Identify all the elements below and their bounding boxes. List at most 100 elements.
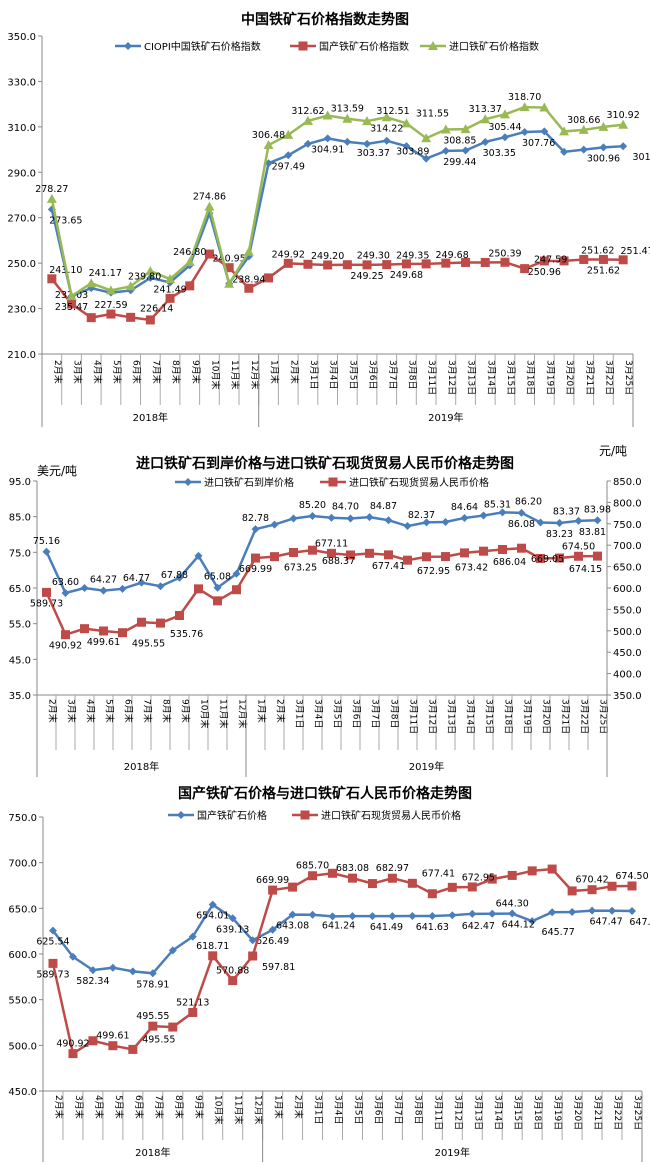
data-label: 626.49 <box>256 936 289 947</box>
data-label: 318.70 <box>508 92 541 103</box>
data-label: 306.48 <box>252 130 285 141</box>
data-label: 240.95 <box>213 254 246 265</box>
data-label: 495.55 <box>136 1011 169 1022</box>
data-point <box>156 618 165 628</box>
data-point <box>128 967 137 976</box>
legend-label: 进口铁矿石价格指数 <box>449 40 539 53</box>
data-label: 625.54 <box>36 937 69 948</box>
y2-tick-label: 500.0 <box>613 627 642 638</box>
y-tick-label: 330.0 <box>7 77 36 88</box>
data-point <box>519 102 530 112</box>
data-point <box>270 552 279 562</box>
y2-tick-label: 450.0 <box>613 648 642 659</box>
y-tick-label: 550.0 <box>8 996 37 1007</box>
x-tick-label: 1月末 <box>273 1095 285 1119</box>
data-label: 83.37 <box>553 506 580 517</box>
data-point <box>500 257 510 267</box>
y2-axis-unit: 元/吨 <box>599 444 627 458</box>
x-tick-label: 5月末 <box>111 360 123 384</box>
y-tick-label: 750.0 <box>8 813 37 824</box>
x-tick-label: 3月18日 <box>525 360 536 395</box>
chart-title: 中国铁矿石价格指数走势图 <box>241 11 409 28</box>
data-label: 490.92 <box>49 641 82 652</box>
data-label: 300.96 <box>587 153 620 164</box>
data-point <box>248 951 258 961</box>
x-tick-label: 3月15日 <box>484 699 495 734</box>
x-tick-label: 3月13日 <box>466 360 477 395</box>
data-label: 313.37 <box>469 104 502 115</box>
x-tick-label: 1月末 <box>269 360 281 384</box>
data-point <box>627 881 637 891</box>
legend-marker <box>124 42 132 50</box>
data-point <box>128 1044 138 1054</box>
data-point <box>228 914 237 923</box>
data-point <box>520 127 529 136</box>
data-point <box>579 145 588 154</box>
data-label: 239.80 <box>128 271 161 282</box>
legend-label: 国产铁矿石价格指数 <box>319 40 409 53</box>
data-point <box>382 260 392 270</box>
x-tick-label: 3月12日 <box>427 699 438 734</box>
data-label: 249.35 <box>396 251 429 262</box>
y-tick-label: 350.0 <box>7 32 36 43</box>
data-label: 307.76 <box>522 138 555 149</box>
data-point <box>148 1021 158 1031</box>
data-label: 673.42 <box>455 563 488 574</box>
data-point <box>184 257 195 267</box>
data-label: 251.62 <box>587 265 620 276</box>
y2-tick-label: 400.0 <box>613 670 642 681</box>
data-point <box>447 882 457 892</box>
data-point <box>302 115 313 125</box>
data-point <box>461 257 471 267</box>
x-tick-label: 3月11日 <box>432 1095 443 1130</box>
data-point <box>328 912 337 921</box>
data-label: 63.60 <box>52 577 79 588</box>
x-tick-label: 3月末 <box>73 1095 85 1119</box>
series-line <box>51 867 633 1056</box>
x-tick-label: 3月7日 <box>370 699 381 728</box>
data-point <box>289 547 298 557</box>
data-point <box>593 516 602 525</box>
data-point <box>618 255 628 265</box>
series-green: 278.27 235.47 241.17 239.80 246.80 274.86 306.… <box>35 92 640 313</box>
x-tick-label: 3月4日 <box>333 1095 344 1124</box>
data-label: 249.68 <box>390 270 423 281</box>
x-tick-label: 3月15日 <box>512 1095 523 1130</box>
data-label: 641.24 <box>322 921 355 932</box>
data-point <box>527 866 537 876</box>
x-tick-label: 4月末 <box>85 699 97 723</box>
data-label: 647.07 <box>629 917 650 928</box>
data-point <box>421 259 431 269</box>
x-tick-label: 3月5日 <box>352 1095 363 1124</box>
data-point <box>467 882 477 892</box>
x-tick-label: 3月14日 <box>492 1095 503 1130</box>
data-point <box>348 912 357 921</box>
year-group-label: 2018年 <box>133 411 168 424</box>
x-tick-label: 2月末 <box>53 1095 65 1119</box>
data-point <box>145 266 156 276</box>
data-point <box>441 552 450 562</box>
data-point <box>323 134 332 143</box>
x-tick-label: 3月14日 <box>465 699 476 734</box>
x-tick-label: 2月末 <box>52 360 64 384</box>
data-label: 84.64 <box>451 502 478 513</box>
data-point <box>86 313 96 323</box>
x-tick-label: 8月末 <box>173 1095 185 1119</box>
x-tick-label: 3月18日 <box>532 1095 543 1130</box>
data-point <box>175 573 184 582</box>
data-point <box>460 513 469 522</box>
data-point <box>487 874 497 884</box>
chart-title: 进口铁矿石到岸价格与进口铁矿石现货贸易人民币价格走势图 <box>136 455 514 472</box>
x-tick-label: 3月20日 <box>541 699 552 734</box>
data-label: 312.62 <box>291 106 324 117</box>
x-tick-label: 9月末 <box>180 699 192 723</box>
x-tick-label: 12月末 <box>237 699 249 728</box>
data-point <box>593 551 602 561</box>
data-point <box>342 113 353 123</box>
data-point <box>498 508 507 517</box>
data-label: 495.55 <box>142 1034 175 1045</box>
data-point <box>303 139 312 148</box>
y-tick-label: 75.0 <box>9 548 31 559</box>
data-point <box>67 299 77 309</box>
data-label: 639.13 <box>216 924 249 935</box>
